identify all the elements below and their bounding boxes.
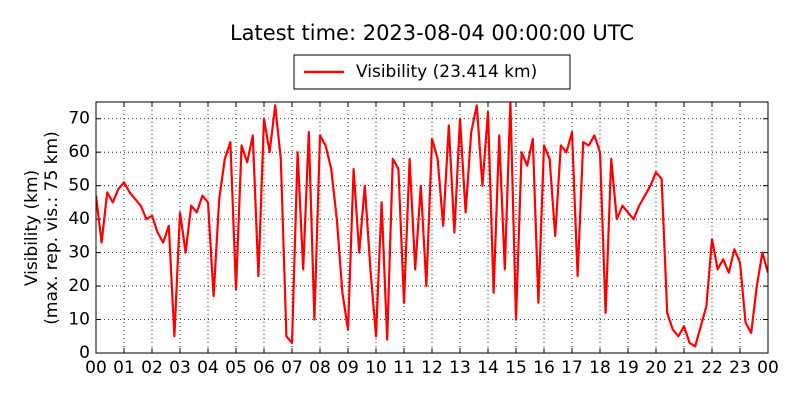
- x-tick-label: 14: [477, 358, 499, 378]
- x-tick-label: 03: [169, 358, 191, 378]
- x-tick-label: 06: [253, 358, 275, 378]
- x-tick-label: 00: [757, 358, 779, 378]
- y-tick-label: 20: [68, 276, 90, 296]
- x-tick-label: 10: [365, 358, 387, 378]
- x-tick-label: 23: [729, 358, 751, 378]
- y-axis-label: Visibility (km): [22, 170, 42, 286]
- y-tick-label: 70: [68, 109, 90, 129]
- plot-frame: [95, 101, 769, 354]
- x-tick-label: 05: [225, 358, 247, 378]
- x-tick-label: 09: [337, 358, 359, 378]
- y-tick-label: 40: [68, 209, 90, 229]
- x-tick-label: 11: [393, 358, 415, 378]
- x-tick-label: 17: [561, 358, 583, 378]
- x-tick-label: 07: [281, 358, 303, 378]
- y-tick-label: 30: [68, 243, 90, 263]
- x-tick-label: 00: [85, 358, 107, 378]
- x-tick-label: 16: [533, 358, 555, 378]
- x-tick-label: 20: [645, 358, 667, 378]
- x-tick-label: 04: [197, 358, 219, 378]
- y-tick-label: 0: [79, 343, 90, 363]
- x-tick-label: 01: [113, 358, 135, 378]
- x-tick-label: 12: [421, 358, 443, 378]
- x-tick-label: 22: [701, 358, 723, 378]
- x-tick-label: 18: [589, 358, 611, 378]
- y-tick-label: 50: [68, 176, 90, 196]
- data-line: [96, 102, 768, 348]
- y-tick-label: 10: [68, 310, 90, 330]
- x-tick-label: 02: [141, 358, 163, 378]
- x-tick-label: 08: [309, 358, 331, 378]
- chart-title: Latest time: 2023-08-04 00:00:00 UTC: [230, 21, 634, 45]
- y-axis-label: (max. rep. vis.: 75 km): [42, 131, 62, 324]
- y-tick-label: 60: [68, 142, 90, 162]
- x-tick-label: 21: [673, 358, 695, 378]
- x-tick-label: 15: [505, 358, 527, 378]
- legend-label: Visibility (23.414 km): [356, 62, 537, 82]
- x-tick-label: 19: [617, 358, 639, 378]
- x-tick-label: 13: [449, 358, 471, 378]
